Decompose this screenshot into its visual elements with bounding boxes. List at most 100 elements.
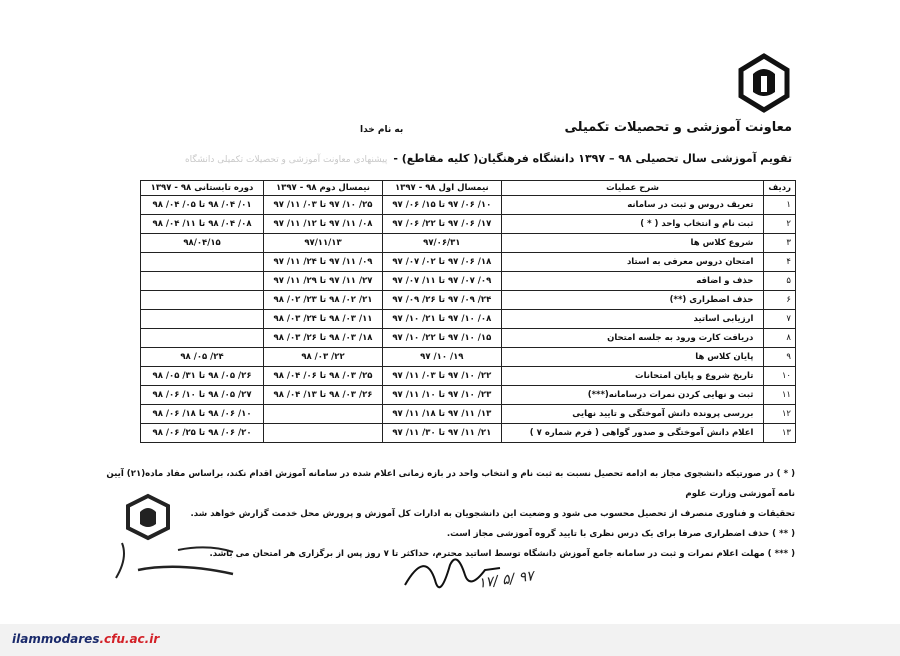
table-row: ۱۱ ثبت و نهایی کردن نمرات درسامانه(***) ۲۳… (139, 385, 796, 405)
official-stamp (115, 493, 234, 579)
column-header: ردیف (763, 180, 796, 196)
semester2-date (263, 423, 383, 443)
footer-url[interactable]: ilammodares.cfu.ac.ir (12, 632, 159, 646)
row-description: ثبت نام و انتخاب واحد ( * ) (500, 214, 765, 234)
semester1-date: ۲۴/ ۰۹/ ۹۷ تا ۲۶/ ۰۹/ ۹۷ (381, 290, 502, 310)
summer-date (139, 271, 265, 291)
semester1-date: ۱۰/ ۰۶/ ۹۷ تا ۱۵/ ۰۶/ ۹۷ (381, 195, 502, 215)
table-row: ۷ ارزیابی اساتید ۰۸/ ۱۰/ ۹۷ تا ۲۱/ ۱۰/ ۹۷ ۱… (139, 309, 796, 329)
semester2-date: ۲۲/ ۰۳/ ۹۸ (263, 347, 383, 367)
row-number: ۱۲ (763, 404, 796, 424)
row-number: ۸ (763, 328, 796, 348)
semester1-date: ۲۲/ ۱۰/ ۹۷ تا ۰۳/ ۱۱/ ۹۷ (381, 366, 502, 386)
university-logo (738, 53, 790, 113)
column-header: دوره تابستانی ۹۸ - ۱۳۹۷ (139, 180, 265, 196)
row-number: ۹ (763, 347, 796, 367)
semester1-date: ۹۷/۰۶/۳۱ (381, 233, 502, 253)
semester2-date: ۱۸/ ۰۳/ ۹۸ تا ۲۶/ ۰۳/ ۹۸ (263, 328, 383, 348)
semester2-date: ۲۵/ ۱۰/ ۹۷ تا ۰۳/ ۱۱/ ۹۷ (263, 195, 383, 215)
row-number: ۴ (763, 252, 796, 272)
table-row: ۱۳ اعلام دانش آموختگی و صدور گواهی ( فرم … (139, 423, 796, 443)
summer-date: ۰۸/ ۰۴/ ۹۸ تا ۱۱/ ۰۴/ ۹۸ (139, 214, 265, 234)
row-description: شروع کلاس ها (500, 233, 765, 253)
table-row: ۹ پایان کلاس ها ۱۹/ ۱۰/ ۹۷ ۲۲/ ۰۳/ ۹۸ ۲۴/ ۰۵… (139, 347, 796, 367)
row-description: ارزیابی اساتید (500, 309, 765, 329)
row-number: ۱۳ (763, 423, 796, 443)
table-row: ۱۰ تاریخ شروع و پایان امتحانات ۲۲/ ۱۰/ ۹۷ … (139, 366, 796, 386)
table-row: ۶ حذف اضطراری (**) ۲۴/ ۰۹/ ۹۷ تا ۲۶/ ۰۹/ ۹… (139, 290, 796, 310)
footer-bar (0, 624, 900, 656)
semester1-date: ۱۷/ ۰۶/ ۹۷ تا ۲۲/ ۰۶/ ۹۷ (381, 214, 502, 234)
table-row: ۱۲ بررسی پرونده دانش آموختگی و تایید نهای… (139, 404, 796, 424)
table-row: ۵ حذف و اضافه ۰۹/ ۰۷/ ۹۷ تا ۱۱/ ۰۷/ ۹۷ ۲۷/ … (139, 271, 796, 291)
summer-date: ۲۶/ ۰۵/ ۹۸ تا ۳۱/ ۰۵/ ۹۸ (139, 366, 265, 386)
row-description: امتحان دروس معرفی به استاد (500, 252, 765, 272)
summer-date: ۰۱/ ۰۴/ ۹۸ تا ۰۵/ ۰۴/ ۹۸ (139, 195, 265, 215)
column-header: نیمسال اول ۹۸ - ۱۳۹۷ (381, 180, 502, 196)
footnote: تحقیقات و فناوری منصرف از تحصیل محسوب می… (190, 509, 795, 519)
summer-date: ۱۰/ ۰۶/ ۹۸ تا ۱۸/ ۰۶/ ۹۸ (139, 404, 265, 424)
summer-date (139, 309, 265, 329)
semester2-date: ۲۵/ ۰۳/ ۹۸ تا ۰۶/ ۰۴/ ۹۸ (263, 366, 383, 386)
footer-url-part: .cfu.ac.ir (99, 632, 160, 646)
summer-date (139, 252, 265, 272)
table-row: ۳ شروع کلاس ها ۹۷/۰۶/۳۱ ۹۷/۱۱/۱۳ ۹۸/۰۴/۱۵ (139, 233, 796, 253)
row-number: ۱۱ (763, 385, 796, 405)
summer-date (139, 328, 265, 348)
summer-date (139, 290, 265, 310)
row-description: تعریف دروس و ثبت در سامانه (500, 195, 765, 215)
semester1-date: ۲۳/ ۱۰/ ۹۷ تا ۱۰/ ۱۱/ ۹۷ (381, 385, 502, 405)
row-description: دریافت کارت ورود به جلسه امتحان (500, 328, 765, 348)
row-number: ۱۰ (763, 366, 796, 386)
column-header: شرح عملیات (500, 180, 765, 196)
row-description: تاریخ شروع و پایان امتحانات (500, 366, 765, 386)
semester1-date: ۲۱/ ۱۱/ ۹۷ تا ۳۰/ ۱۱/ ۹۷ (381, 423, 502, 443)
semester1-date: ۱۳/ ۱۱/ ۹۷ تا ۱۸/ ۱۱/ ۹۷ (381, 404, 502, 424)
semester1-date: ۰۹/ ۰۷/ ۹۷ تا ۱۱/ ۰۷/ ۹۷ (381, 271, 502, 291)
table-header-row: ردیف شرح عملیات نیمسال اول ۹۸ - ۱۳۹۷ نیم… (139, 180, 796, 196)
semester1-date: ۱۸/ ۰۶/ ۹۷ تا ۰۲/ ۰۷/ ۹۷ (381, 252, 502, 272)
summer-date: ۹۸/۰۴/۱۵ (139, 233, 265, 253)
summer-date: ۲۷/ ۰۵/ ۹۸ تا ۱۰/ ۰۶/ ۹۸ (139, 385, 265, 405)
bismillah: به نام خدا (360, 125, 404, 135)
semester2-date: ۹۷/۱۱/۱۳ (263, 233, 383, 253)
table-row: ۱ تعریف دروس و ثبت در سامانه ۱۰/ ۰۶/ ۹۷ تا… (139, 195, 796, 215)
summer-date: ۲۴/ ۰۵/ ۹۸ (139, 347, 265, 367)
table-row: ۴ امتحان دروس معرفی به استاد ۱۸/ ۰۶/ ۹۷ تا… (139, 252, 796, 272)
signature (404, 558, 501, 589)
semester2-date: ۰۹/ ۱۱/ ۹۷ تا ۲۴/ ۱۱/ ۹۷ (263, 252, 383, 272)
row-number: ۱ (763, 195, 796, 215)
semester2-date: ۱۱/ ۰۳/ ۹۸ تا ۲۴/ ۰۳/ ۹۸ (263, 309, 383, 329)
row-description: بررسی پرونده دانش آموختگی و تایید نهایی (500, 404, 765, 424)
summer-date: ۲۰/ ۰۶/ ۹۸ تا ۲۵/ ۰۶/ ۹۸ (139, 423, 265, 443)
semester2-date: ۰۸/ ۱۱/ ۹۷ تا ۱۲/ ۱۱/ ۹۷ (263, 214, 383, 234)
document-title: تقویم آموزشی سال تحصیلی ۹۸ – ۱۳۹۷ دانشگا… (393, 152, 792, 165)
row-description: حذف و اضافه (500, 271, 765, 291)
semester2-date: ۲۶/ ۰۳/ ۹۸ تا ۱۳/ ۰۴/ ۹۸ (263, 385, 383, 405)
semester2-date (263, 404, 383, 424)
row-description: اعلام دانش آموختگی و صدور گواهی ( فرم شم… (500, 423, 765, 443)
footnotes: ( * ) در صورتیکه دانشجوی مجاز به ادامه ت… (95, 464, 795, 564)
semester1-date: ۰۸/ ۱۰/ ۹۷ تا ۲۱/ ۱۰/ ۹۷ (381, 309, 502, 329)
academic-calendar-table: ردیف شرح عملیات نیمسال اول ۹۸ - ۱۳۹۷ نیم… (139, 180, 796, 443)
footnote: ( *** ) مهلت اعلام نمرات و ثبت در سامانه… (209, 549, 795, 559)
row-number: ۳ (763, 233, 796, 253)
row-number: ۲ (763, 214, 796, 234)
row-number: ۵ (763, 271, 796, 291)
footnote: ( ** ) حذف اضطراری صرفا برای یک درس نظری… (446, 529, 795, 539)
semester2-date: ۲۱/ ۰۲/ ۹۸ تا ۲۳/ ۰۲/ ۹۸ (263, 290, 383, 310)
table-row: ۸ دریافت کارت ورود به جلسه امتحان ۱۵/ ۱۰/ … (139, 328, 796, 348)
row-number: ۷ (763, 309, 796, 329)
semester1-date: ۱۹/ ۱۰/ ۹۷ (381, 347, 502, 367)
title-row: تقویم آموزشی سال تحصیلی ۹۸ – ۱۳۹۷ دانشگا… (92, 152, 792, 165)
footnote: ( * ) در صورتیکه دانشجوی مجاز به ادامه ت… (106, 469, 795, 499)
column-header: نیمسال دوم ۹۸ - ۱۳۹۷ (263, 180, 383, 196)
document-subtitle-faded: پیشنهادی معاونت آموزشی و تحصیلات تکمیلی … (184, 155, 388, 165)
semester2-date: ۲۷/ ۱۱/ ۹۷ تا ۲۹/ ۱۱/ ۹۷ (263, 271, 383, 291)
semester1-date: ۱۵/ ۱۰/ ۹۷ تا ۲۲/ ۱۰/ ۹۷ (381, 328, 502, 348)
row-description: ثبت و نهایی کردن نمرات درسامانه(***) (500, 385, 765, 405)
footer-url-part: ilammodares (12, 632, 100, 646)
row-description: پایان کلاس ها (500, 347, 765, 367)
row-number: ۶ (763, 290, 796, 310)
row-description: حذف اضطراری (**) (500, 290, 765, 310)
